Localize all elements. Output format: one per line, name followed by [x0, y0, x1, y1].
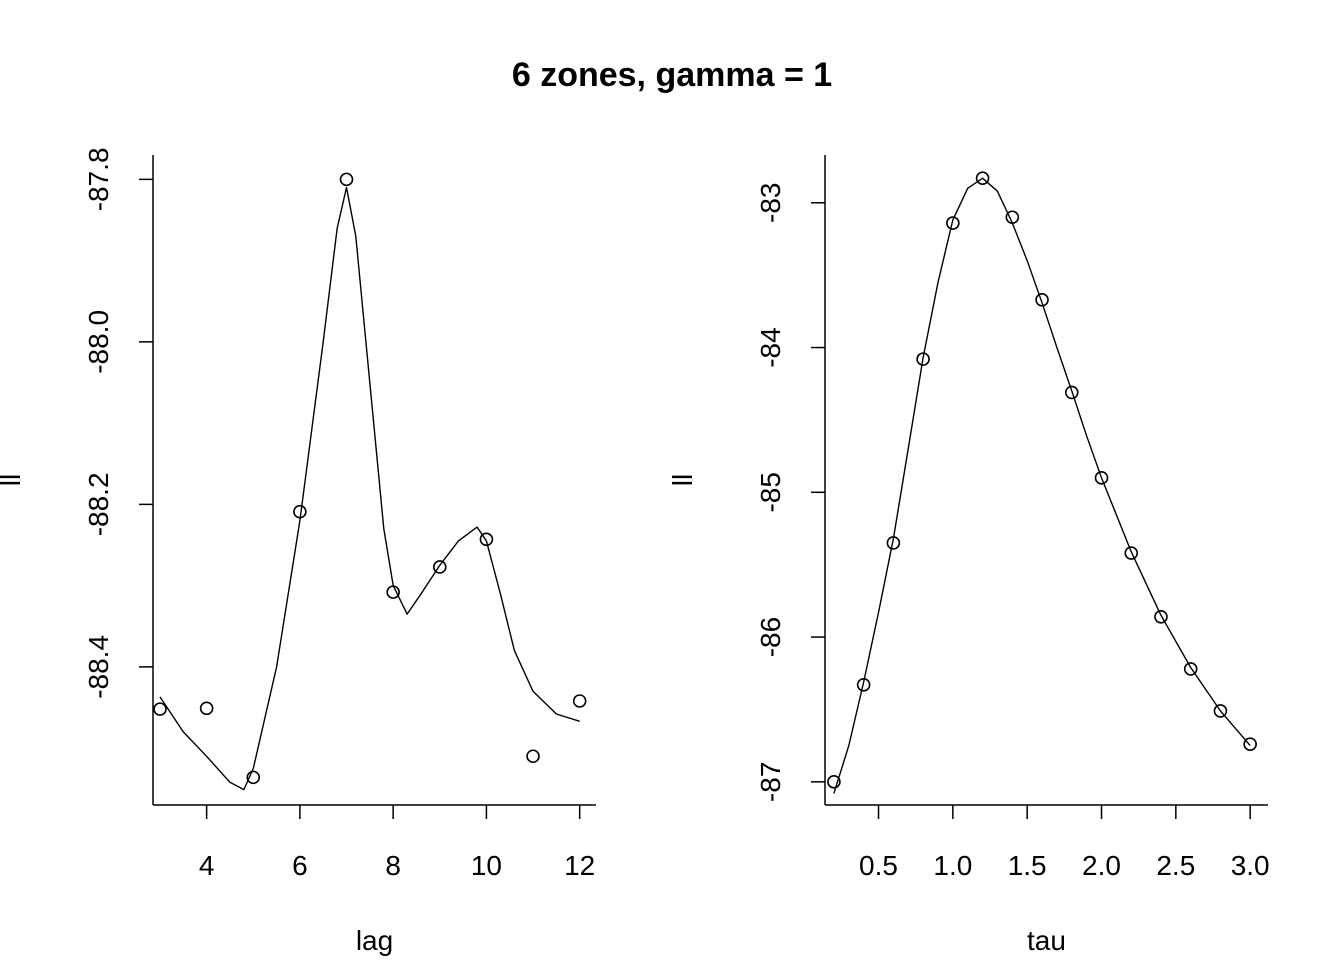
data-point	[916, 352, 930, 366]
data-point	[526, 749, 540, 764]
y-tick-label: -84	[755, 327, 786, 367]
y-tick-label: -86	[755, 617, 786, 657]
smooth-curve	[833, 177, 1251, 794]
data-point	[293, 504, 307, 519]
data-point	[827, 775, 841, 789]
y-tick-label: -87.8	[83, 147, 114, 211]
y-tick-label: -83	[755, 183, 786, 223]
data-point	[1005, 210, 1020, 225]
data-point	[975, 171, 990, 185]
y-tick-label: -88.0	[83, 310, 114, 374]
data-point	[946, 216, 960, 230]
data-point	[246, 770, 261, 785]
y-axis-label: ll	[0, 474, 26, 486]
data-point	[199, 701, 214, 716]
x-tick-label: 8	[385, 850, 401, 881]
data-point	[1035, 292, 1049, 307]
x-tick-label: 10	[471, 850, 502, 881]
y-tick-label: -87	[755, 762, 786, 802]
panel-lag: 4 6 8 10 12 -88.4 -88.2 -88.0 -87.8 lag ll	[0, 147, 596, 956]
x-axis-label: tau	[1027, 925, 1066, 956]
y-tick-label: -85	[755, 472, 786, 512]
x-tick-label: 1.0	[933, 850, 972, 881]
data-point	[572, 694, 587, 708]
data-point	[1094, 471, 1109, 485]
x-tick-label: 2.0	[1082, 850, 1121, 881]
y-tick-label: -88.2	[83, 472, 114, 536]
data-point	[339, 172, 354, 187]
data-point	[1213, 704, 1228, 718]
x-tick-label: 12	[564, 850, 595, 881]
x-tick-label: 4	[199, 850, 215, 881]
data-point	[1124, 546, 1139, 560]
y-axis-label: ll	[667, 474, 698, 486]
data-point	[856, 678, 871, 692]
x-tick-label: 2.5	[1156, 850, 1195, 881]
panel-tau: 0.5 1.0 1.5 2.0 2.5 3.0 -87 -86 -85 -84 -83 tau ll	[667, 155, 1270, 956]
y-tick-label: -88.4	[83, 635, 114, 699]
data-point	[432, 560, 447, 574]
data-point	[479, 532, 494, 547]
data-point	[1154, 610, 1168, 624]
data-point	[386, 585, 400, 599]
data-point	[886, 536, 901, 550]
x-tick-label: 3.0	[1231, 850, 1270, 881]
data-point	[1064, 385, 1079, 400]
data-point	[153, 702, 167, 716]
x-tick-label: 1.5	[1008, 850, 1047, 881]
data-point	[1243, 737, 1257, 751]
x-tick-label: 6	[292, 850, 308, 881]
chart-title: 6 zones, gamma = 1	[511, 56, 833, 94]
data-point	[1183, 662, 1198, 676]
smooth-curve	[159, 186, 580, 791]
x-axis-label: lag	[356, 925, 393, 956]
x-tick-label: 0.5	[859, 850, 898, 881]
